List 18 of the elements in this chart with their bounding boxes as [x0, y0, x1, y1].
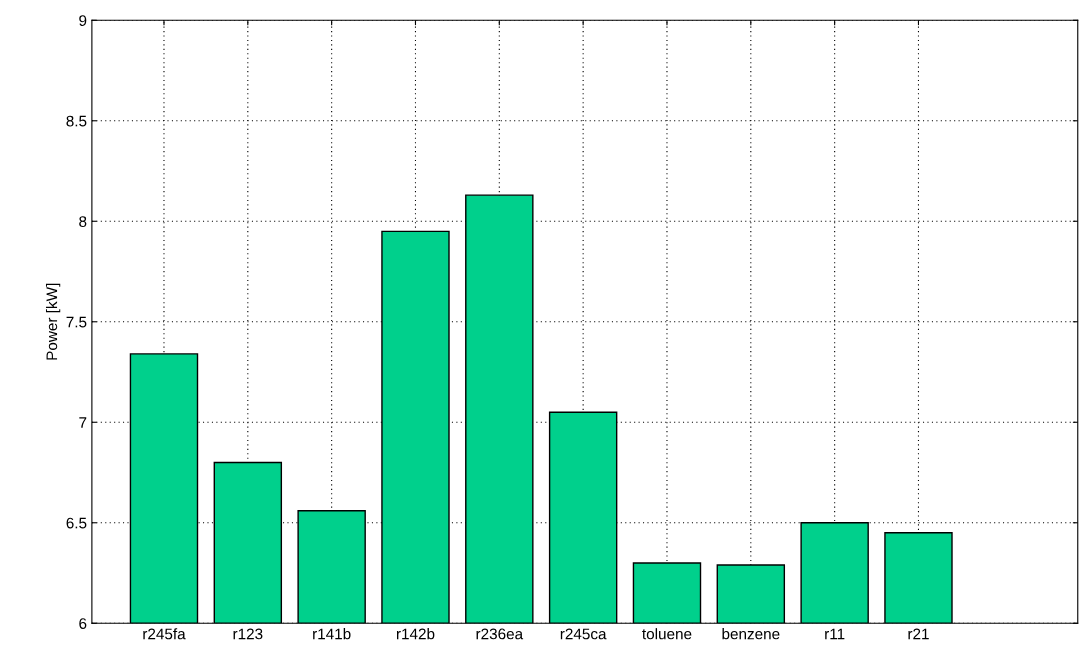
x-tick-label: r11 [825, 628, 845, 640]
x-tick-label: benzene [722, 628, 780, 640]
y-tick-label: 8.5 [66, 115, 87, 127]
x-tick-label: r245fa [143, 628, 186, 640]
x-tick-label: r141b [313, 628, 351, 640]
x-tick-label: r245ca [560, 628, 607, 640]
x-tick-label: toluene [642, 628, 692, 640]
y-tick-label: 7 [79, 417, 87, 428]
y-tick-label: 9 [79, 15, 87, 26]
y-tick-label: 8 [79, 216, 87, 227]
y-axis-title: Power [kW] [45, 283, 61, 360]
x-tick-label: r142b [396, 628, 435, 640]
x-tick-label: r21 [908, 628, 929, 640]
y-tick-label: 6.5 [66, 517, 87, 529]
x-tick-label: r123 [233, 628, 263, 640]
y-tick-label: 7.5 [66, 316, 87, 328]
y-tick-label: 6 [79, 618, 87, 629]
x-tick-label: r236ea [476, 628, 524, 640]
